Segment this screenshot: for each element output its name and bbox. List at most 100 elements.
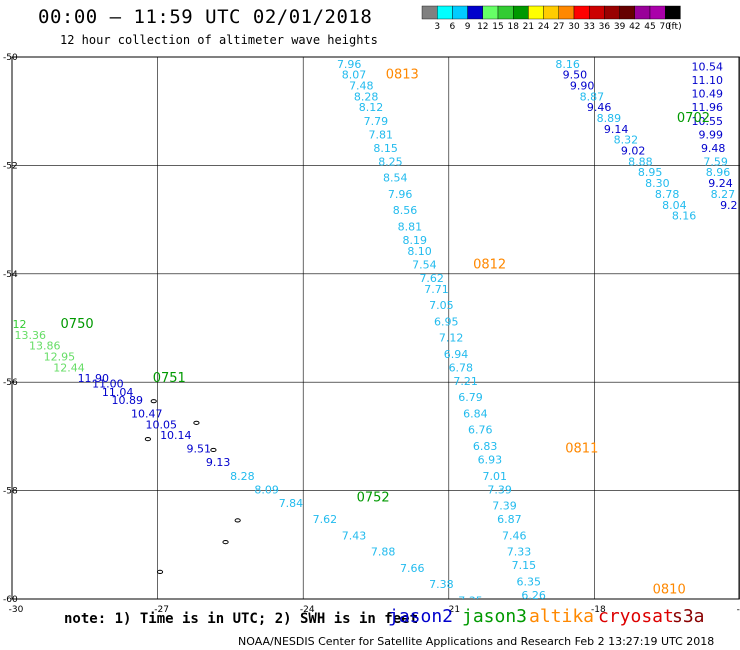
y-tick-label: -60 bbox=[3, 595, 18, 605]
swh-label: 8.28 bbox=[230, 470, 255, 483]
y-tick-label: -56 bbox=[3, 378, 18, 388]
time-label: 0750 bbox=[61, 317, 94, 332]
sat-jason2: jason2 bbox=[388, 606, 454, 627]
time-label: 0701 bbox=[599, 46, 632, 61]
time-label: 0812 bbox=[473, 257, 506, 272]
swh-label: 7.33 bbox=[507, 546, 532, 559]
swh-label: 11.10 bbox=[692, 74, 724, 87]
swh-label: 7.54 bbox=[412, 258, 437, 271]
swh-label: 8.19 bbox=[402, 234, 427, 247]
legend-label: 24 bbox=[538, 22, 550, 32]
swh-label: 9.24 bbox=[708, 177, 733, 190]
swh-label: 8.10 bbox=[407, 245, 432, 258]
y-tick-label: -58 bbox=[3, 487, 18, 497]
legend-label: 45 bbox=[644, 22, 655, 32]
legend-label: 33 bbox=[583, 22, 594, 32]
legend-swatch bbox=[619, 5, 635, 20]
legend-label: 27 bbox=[553, 22, 564, 32]
swh-label: 8.07 bbox=[342, 69, 367, 82]
legend-swatch bbox=[604, 5, 620, 20]
swh-label: 7.39 bbox=[492, 500, 517, 513]
time-label: 0813 bbox=[386, 68, 419, 83]
swh-label: 9.46 bbox=[587, 101, 612, 114]
legend-label: 12 bbox=[477, 22, 488, 32]
legend-swatch bbox=[543, 5, 559, 20]
swh-label: 6.76 bbox=[468, 424, 493, 437]
swh-label: 7.59 bbox=[703, 155, 728, 168]
x-tick-label: -21 bbox=[445, 605, 460, 615]
swh-label: 7.48 bbox=[349, 80, 374, 93]
swh-label: 8.25 bbox=[378, 155, 403, 168]
swh-label: 8.54 bbox=[383, 172, 408, 185]
swh-label: 11.04 bbox=[102, 386, 134, 399]
swh-label: 8.88 bbox=[628, 155, 653, 168]
page-subtitle: 12 hour collection of altimeter wave hei… bbox=[60, 33, 378, 47]
legend-swatch bbox=[482, 5, 499, 20]
swh-label: 8.89 bbox=[597, 112, 622, 125]
swh-label: 8.32 bbox=[614, 134, 639, 147]
swh-label: 8.04 bbox=[662, 199, 687, 212]
plot-area: -30 -27 -24 -21 -18 -15 -50 -52 -54 -56 -58 -60 7.96… bbox=[0, 46, 740, 615]
page-title: 00:00 – 11:59 UTC 02/01/2018 bbox=[38, 6, 373, 28]
y-tick-label: -54 bbox=[3, 270, 18, 280]
swh-label: 9.2 bbox=[720, 199, 738, 212]
swh-label: 15.12 bbox=[0, 318, 27, 331]
legend-label: 6 bbox=[450, 22, 456, 32]
swh-label: 7.84 bbox=[279, 497, 304, 510]
swh-label: 10.49 bbox=[692, 88, 724, 101]
swh-label: 10.89 bbox=[112, 394, 144, 407]
x-tick-label: -30 bbox=[9, 605, 24, 615]
x-tick-label: -27 bbox=[154, 605, 169, 615]
time-label: 0751 bbox=[153, 371, 186, 386]
sat-cryosat: cryosat bbox=[598, 606, 674, 627]
island-outline bbox=[222, 539, 229, 545]
footer-credit: NOAA/NESDIS Center for Satellite Applica… bbox=[238, 635, 715, 648]
swh-label: 8.09 bbox=[254, 483, 279, 496]
swh-label: 6.79 bbox=[458, 391, 483, 404]
footer-note: note: 1) Time is in UTC; 2) SWH is in fe… bbox=[64, 611, 419, 627]
swh-label: 11.90 bbox=[78, 372, 110, 385]
swh-label: 6.84 bbox=[463, 407, 488, 420]
swh-label: 7.05 bbox=[429, 299, 454, 312]
color-legend: 3 6 9 12 15 18 21 24 27 30 33 36 39 42 45 70(ft) bbox=[421, 5, 682, 32]
legend-swatch bbox=[452, 5, 468, 20]
legend-swatch bbox=[497, 5, 514, 20]
swh-label: 8.16 bbox=[555, 58, 580, 71]
time-label: 0810 bbox=[653, 583, 686, 598]
swh-label: 13.86 bbox=[29, 340, 61, 353]
x-tick-label: -15 bbox=[737, 605, 740, 615]
time-label: 0702 bbox=[677, 111, 710, 126]
legend-label: 36 bbox=[599, 22, 611, 32]
swh-label: 7.01 bbox=[483, 470, 508, 483]
legend-label: 42 bbox=[629, 22, 640, 32]
swh-label: 9.02 bbox=[621, 145, 646, 158]
legend-swatch bbox=[634, 5, 651, 20]
sat-s3a: s3a bbox=[672, 606, 705, 627]
swh-label: 9.90 bbox=[570, 80, 595, 93]
island-outline bbox=[193, 420, 200, 425]
legend-swatch bbox=[437, 5, 453, 20]
legend-label: 21 bbox=[523, 22, 534, 32]
swh-label: 7.62 bbox=[419, 272, 444, 285]
swh-label: 7.21 bbox=[453, 375, 478, 388]
swh-label: 12.95 bbox=[44, 351, 76, 364]
swh-label: 7.46 bbox=[502, 529, 527, 542]
swh-label: 6.35 bbox=[517, 575, 542, 588]
swh-label: 9.14 bbox=[604, 123, 629, 136]
swh-label: 9.13 bbox=[206, 456, 231, 469]
island-outline bbox=[210, 447, 217, 453]
time-label: 0752 bbox=[357, 490, 390, 505]
swh-label: 8.78 bbox=[655, 188, 680, 201]
swh-label: 7.96 bbox=[337, 58, 362, 71]
swh-label: 8.41 bbox=[548, 47, 573, 60]
swh-label: 7.88 bbox=[371, 546, 396, 559]
legend-swatch bbox=[665, 5, 681, 20]
swh-label: 13.36 bbox=[14, 329, 46, 342]
legend-swatch bbox=[589, 5, 605, 20]
sat-altika: altika bbox=[529, 606, 595, 627]
swh-label: 6.78 bbox=[449, 361, 474, 374]
swh-label: 7.62 bbox=[313, 513, 338, 526]
island-outline bbox=[156, 569, 164, 575]
swh-label: 10.14 bbox=[160, 429, 192, 442]
legend-swatch bbox=[558, 5, 575, 20]
